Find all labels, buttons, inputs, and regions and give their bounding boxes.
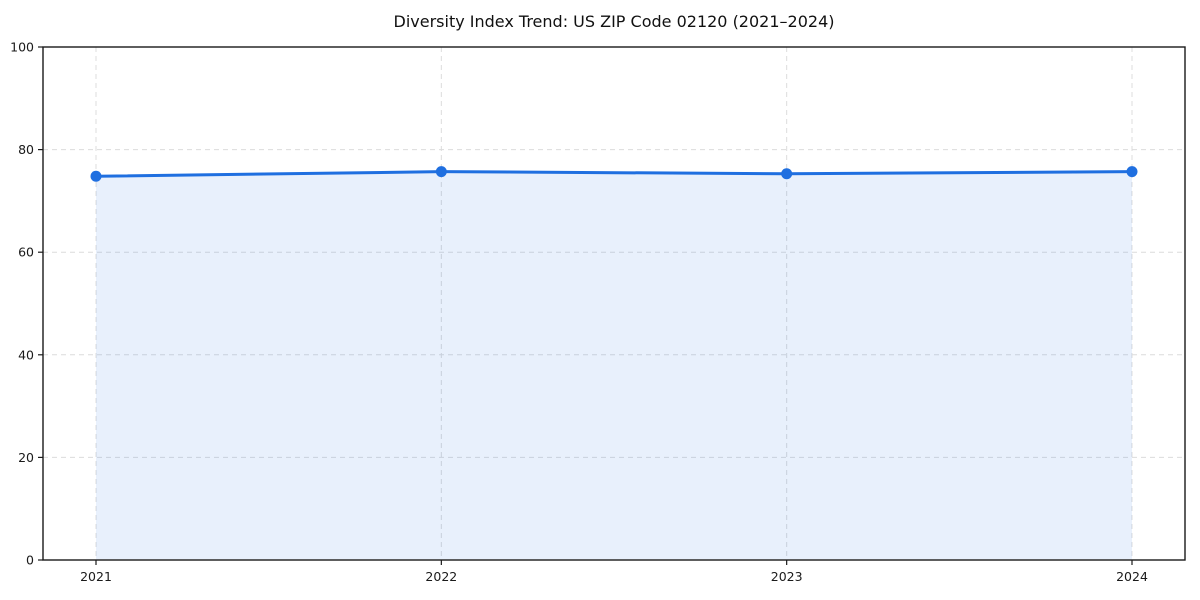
y-tick-label: 100	[10, 40, 34, 55]
chart-title: Diversity Index Trend: US ZIP Code 02120…	[393, 12, 835, 31]
y-tick-label: 0	[26, 553, 34, 568]
x-tick-label: 2022	[425, 569, 457, 584]
data-point-2023	[781, 168, 793, 180]
data-point-2024	[1126, 166, 1138, 178]
x-tick-label: 2023	[771, 569, 803, 584]
y-tick-label: 40	[18, 347, 34, 362]
y-tick-label: 80	[18, 142, 34, 157]
y-tick-label: 20	[18, 450, 34, 465]
x-tick-label: 2021	[80, 569, 112, 584]
data-point-2021	[90, 170, 102, 182]
area-fill	[96, 171, 1132, 560]
trend-line	[94, 170, 1134, 178]
x-tick-label: 2024	[1116, 569, 1148, 584]
y-tick-label: 60	[18, 245, 34, 260]
plot-border	[42, 46, 1186, 561]
data-point-2022	[435, 166, 447, 178]
